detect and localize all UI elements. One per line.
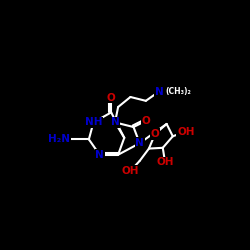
Text: O: O — [107, 93, 116, 103]
Text: O: O — [151, 129, 160, 139]
Text: N: N — [135, 138, 144, 148]
Text: OH: OH — [122, 166, 139, 176]
Text: N: N — [95, 150, 104, 160]
Text: OH: OH — [177, 127, 194, 137]
Text: OH: OH — [156, 158, 174, 168]
Text: (CH₃)₂: (CH₃)₂ — [165, 87, 191, 96]
Text: NH: NH — [85, 118, 102, 128]
Text: O: O — [142, 116, 150, 126]
Text: N: N — [154, 86, 163, 97]
Text: H₂N: H₂N — [48, 134, 70, 144]
Text: N: N — [111, 118, 120, 128]
